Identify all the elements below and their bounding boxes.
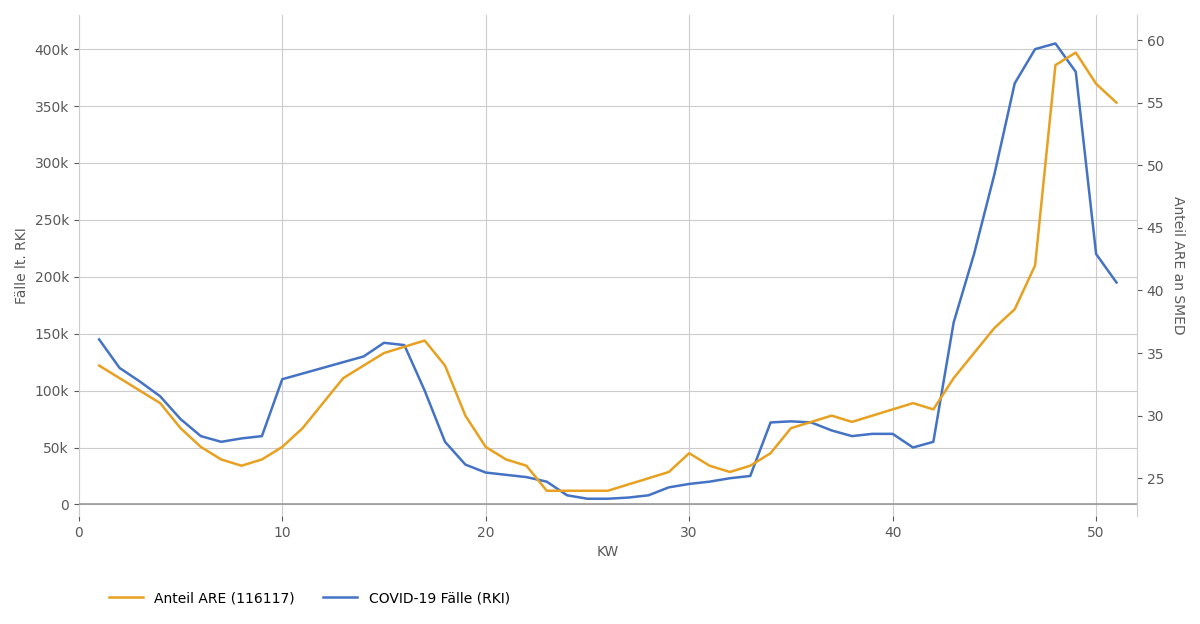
Y-axis label: Anteil ARE an SMED: Anteil ARE an SMED <box>1171 196 1186 334</box>
COVID-19 Fälle (RKI) <box>1088 250 1103 258</box>
Anteil ARE (116117) <box>1088 80 1103 87</box>
Line: COVID-19 Fälle (RKI): COVID-19 Fälle (RKI) <box>100 44 1116 499</box>
COVID-19 Fälle (RKI) <box>581 495 595 502</box>
Anteil ARE (116117) <box>418 337 432 344</box>
COVID-19 Fälle (RKI) <box>845 432 859 440</box>
Anteil ARE (116117) <box>92 362 107 369</box>
Anteil ARE (116117) <box>397 343 412 351</box>
Line: Anteil ARE (116117): Anteil ARE (116117) <box>100 52 1116 490</box>
COVID-19 Fälle (RKI) <box>418 387 432 394</box>
COVID-19 Fälle (RKI) <box>784 417 798 425</box>
Legend: Anteil ARE (116117), COVID-19 Fälle (RKI): Anteil ARE (116117), COVID-19 Fälle (RKI… <box>103 586 515 611</box>
Anteil ARE (116117) <box>784 424 798 432</box>
Y-axis label: Fälle lt. RKI: Fälle lt. RKI <box>14 227 29 304</box>
X-axis label: KW: KW <box>596 545 619 559</box>
COVID-19 Fälle (RKI) <box>92 336 107 343</box>
COVID-19 Fälle (RKI) <box>397 341 412 349</box>
Anteil ARE (116117) <box>316 399 330 407</box>
COVID-19 Fälle (RKI) <box>1049 40 1063 47</box>
Anteil ARE (116117) <box>1068 49 1082 56</box>
COVID-19 Fälle (RKI) <box>316 364 330 371</box>
Anteil ARE (116117) <box>1109 99 1123 106</box>
Anteil ARE (116117) <box>540 487 554 494</box>
COVID-19 Fälle (RKI) <box>1109 279 1123 286</box>
Anteil ARE (116117) <box>845 418 859 426</box>
